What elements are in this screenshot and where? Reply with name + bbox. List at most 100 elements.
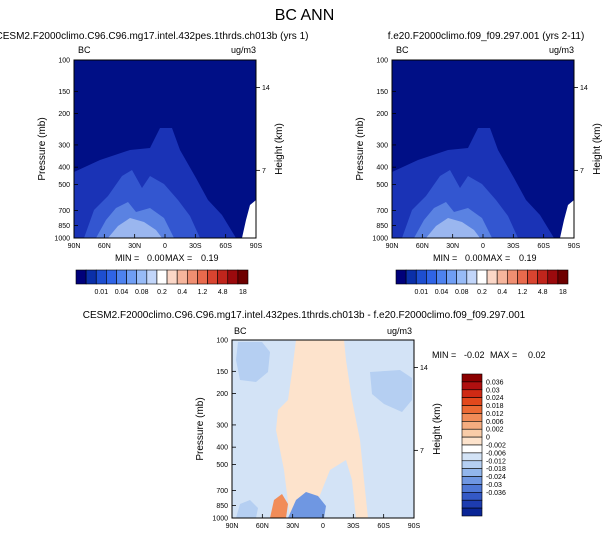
stat-min-value-difference: -0.02 xyxy=(464,350,485,360)
stat-max-value-difference: 0.02 xyxy=(528,350,546,360)
colorbar-label-difference-10: -0.012 xyxy=(486,458,506,465)
ylabel-difference: Pressure (mb) xyxy=(195,397,206,460)
y-tick-label-difference-5: 500 xyxy=(216,462,228,469)
colorbar-swatch-difference-6 xyxy=(461,421,483,430)
y-tick-label-difference-7: 850 xyxy=(216,503,228,510)
colorbar-swatch-left-5 xyxy=(126,269,138,285)
colorbar-swatch-left-10 xyxy=(176,269,188,285)
stat-min-label-difference: MIN = xyxy=(432,350,456,360)
panel-left-title: CESM2.F2000climo.C96.C96.mg17.intel.432p… xyxy=(0,31,308,42)
y-tick-label-difference-4: 400 xyxy=(216,445,228,452)
y-tick-label-right-8: 1000 xyxy=(372,236,388,243)
stat-min-value-left: 0.00 xyxy=(147,253,165,263)
colorbar-swatch-difference-3 xyxy=(461,397,483,406)
ylabel-left: Pressure (mb) xyxy=(37,117,48,180)
x-tick-label-left-0: 90N xyxy=(68,243,81,250)
x-axis-right: 90N 60N 30N 0 30S 60S 90S xyxy=(386,234,581,250)
colorbar-swatch-left-12 xyxy=(197,269,208,285)
y-tick-label-right-2: 200 xyxy=(376,111,388,118)
y-tick-label-right-4: 400 xyxy=(376,165,388,172)
colorbar-label-left-4: 0.4 xyxy=(177,289,187,296)
colorbar-swatch-right-8 xyxy=(476,269,488,285)
colorbar-swatch-difference-2 xyxy=(461,389,483,398)
x-tick-label-right-2: 30N xyxy=(446,243,459,250)
x-tick-label-difference-6: 90S xyxy=(408,523,421,530)
diff-negative-region-north xyxy=(236,342,270,382)
y-tick-label-difference-3: 300 xyxy=(216,422,228,429)
x-tick-label-right-5: 60S xyxy=(537,243,550,250)
x-tick-label-left-1: 60N xyxy=(98,243,111,250)
colorbar-label-difference-14: -0.036 xyxy=(486,490,506,497)
y-tick-label-left-1: 150 xyxy=(58,89,70,96)
colorbar-swatch-left-13 xyxy=(207,269,218,285)
stat-max-label-left: MAX = xyxy=(165,253,192,263)
x-tick-label-right-4: 30S xyxy=(507,243,520,250)
colorbar-label-difference-2: 0.024 xyxy=(486,395,504,402)
x-tick-label-right-1: 60N xyxy=(416,243,429,250)
contour-level-4-right xyxy=(426,218,480,238)
panel-left: CESM2.F2000climo.C96.C96.mg17.intel.432p… xyxy=(0,31,308,296)
x-tick-label-left-5: 60S xyxy=(219,243,232,250)
panel-right-units: ug/m3 xyxy=(549,45,574,55)
y-tick-label-difference-1: 150 xyxy=(216,369,228,376)
contour-level-4-left xyxy=(108,218,162,238)
stat-max-value-left: 0.19 xyxy=(201,253,219,263)
y-tick-label-left-4: 400 xyxy=(58,165,70,172)
colorbar-swatch-difference-11 xyxy=(461,460,483,469)
colorbar-swatch-left-7 xyxy=(146,269,158,285)
diff-negative-region-south xyxy=(370,370,412,412)
stat-min-value-right: 0.00 xyxy=(465,253,483,263)
colorbar-label-left-6: 4.8 xyxy=(218,289,228,296)
colorbar-swatch-right-12 xyxy=(517,269,528,285)
ylabel-right: Pressure (mb) xyxy=(355,117,366,180)
panel-right-title: f.e20.F2000climo.f09_f09.297.001 (yrs 2-… xyxy=(388,31,585,42)
colorbar-swatch-difference-15 xyxy=(461,492,483,501)
colorbar-label-left-0: 0.01 xyxy=(94,289,108,296)
diff-positive-region xyxy=(276,340,368,518)
x-tick-label-left-3: 0 xyxy=(163,243,167,250)
colorbar-swatch-left-2 xyxy=(95,269,107,285)
colorbar-label-left-3: 0.2 xyxy=(157,289,167,296)
x-tick-label-left-4: 30S xyxy=(189,243,202,250)
panel-right: f.e20.F2000climo.f09_f09.297.001 (yrs 2-… xyxy=(355,31,603,296)
colorbar-swatch-right-10 xyxy=(496,269,508,285)
colorbar-swatch-right-9 xyxy=(486,269,498,285)
colorbar-swatch-left-4 xyxy=(116,269,127,285)
x-tick-label-right-3: 0 xyxy=(481,243,485,250)
colorbar-swatch-left-15 xyxy=(227,269,239,285)
y-tick-label-right-6: 700 xyxy=(376,208,388,215)
y-tick-label-left-6: 700 xyxy=(58,208,70,215)
colorbar-swatch-left-3 xyxy=(106,269,117,285)
x-tick-label-difference-1: 60N xyxy=(256,523,269,530)
colorbar-swatch-difference-13 xyxy=(461,476,483,485)
colorbar-label-difference-4: 0.012 xyxy=(486,411,504,418)
y2-tick-label-difference-0: 14 xyxy=(420,365,428,372)
x-tick-label-right-6: 90S xyxy=(568,243,581,250)
colorbar-swatch-right-6 xyxy=(456,269,468,285)
y-tick-label-right-1: 150 xyxy=(376,89,388,96)
y-axis-right: 100 150 200 300 400 500 700 850 1000 xyxy=(372,58,396,243)
y-tick-label-right-3: 300 xyxy=(376,142,388,149)
x-tick-label-difference-2: 30N xyxy=(286,523,299,530)
y2-tick-label-right-1: 7 xyxy=(580,168,584,175)
x-tick-label-difference-5: 60S xyxy=(377,523,390,530)
diff-strong-negative-region xyxy=(288,492,326,518)
main-title: BC ANN xyxy=(275,7,335,24)
y-tick-label-left-8: 1000 xyxy=(54,236,70,243)
colorbar-swatch-difference-1 xyxy=(461,381,483,391)
colorbar-label-left-5: 1.2 xyxy=(198,289,208,296)
colorbar-swatch-right-2 xyxy=(415,269,427,285)
panel-difference: CESM2.F2000climo.C96.C96.mg17.intel.432p… xyxy=(83,310,546,530)
x-tick-label-right-0: 90N xyxy=(386,243,399,250)
colorbar-swatch-left-8 xyxy=(156,269,168,285)
colorbar-label-right-4: 0.4 xyxy=(497,289,507,296)
colorbar-label-left-1: 0.04 xyxy=(115,289,129,296)
colorbar-label-left-7: 18 xyxy=(239,289,247,296)
colorbar-swatch-difference-9 xyxy=(461,444,483,454)
y-tick-label-right-7: 850 xyxy=(376,223,388,230)
y-tick-label-left-7: 850 xyxy=(58,223,70,230)
colorbar-swatch-left-11 xyxy=(186,269,198,285)
y-tick-label-left-0: 100 xyxy=(58,58,70,65)
colorbar-swatch-right-14 xyxy=(537,269,549,285)
x-axis-difference: 90N 60N 30N 0 30S 60S 90S xyxy=(226,514,421,530)
